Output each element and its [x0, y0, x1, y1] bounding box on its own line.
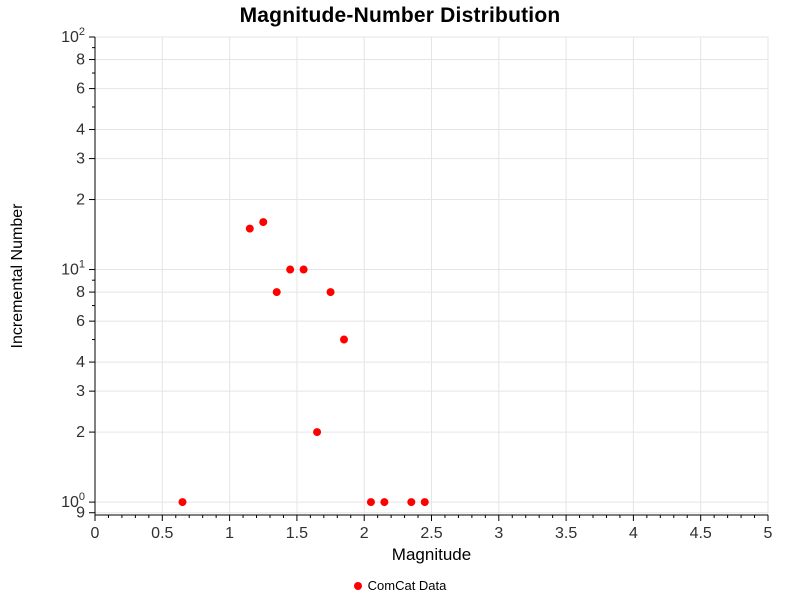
y-tick-label: 4	[76, 122, 85, 139]
data-point	[340, 335, 349, 344]
y-tick-label: 8	[76, 52, 85, 69]
x-tick-label: 4	[629, 525, 638, 542]
y-tick-label: 2	[76, 424, 85, 441]
data-point	[407, 498, 416, 507]
x-tick-label: 1	[225, 525, 234, 542]
chart-title: Magnitude-Number Distribution	[239, 4, 561, 27]
y-tick-label: 6	[76, 313, 85, 330]
x-tick-label: 2	[360, 525, 369, 542]
y-axis-label: Incremental Number	[9, 203, 26, 349]
y-tick-label: 6	[76, 81, 85, 98]
x-tick-label: 1.5	[286, 525, 308, 542]
x-tick-label: 3.5	[555, 525, 577, 542]
y-tick-label: 3	[76, 383, 85, 400]
y-tick-label: 4	[76, 354, 85, 371]
legend-marker-icon	[353, 581, 362, 590]
data-point	[259, 218, 268, 227]
data-point	[366, 498, 375, 507]
data-point	[299, 265, 308, 274]
y-tick-label: 2	[76, 192, 85, 209]
data-point	[245, 224, 254, 233]
y-tick-label: 9	[76, 505, 85, 522]
x-tick-label: 0.5	[151, 525, 173, 542]
data-point	[272, 288, 281, 297]
legend-label: ComCat Data	[367, 578, 447, 593]
y-tick-label: 8	[76, 284, 85, 301]
x-tick-label: 5	[764, 525, 773, 542]
data-point	[286, 265, 295, 274]
y-tick-label: 101	[61, 259, 85, 279]
data-point	[326, 288, 335, 297]
y-tick-label: 100	[61, 491, 85, 511]
legend: ComCat Data	[0, 578, 800, 593]
x-axis-label: Magnitude	[391, 545, 472, 564]
y-tick-label: 102	[61, 26, 85, 46]
data-point	[178, 498, 187, 507]
data-point	[380, 498, 389, 507]
data-point	[420, 498, 429, 507]
x-tick-label: 4.5	[690, 525, 712, 542]
y-tick-label: 3	[76, 151, 85, 168]
x-tick-label: 3	[494, 525, 503, 542]
x-tick-label: 2.5	[420, 525, 442, 542]
data-point	[313, 428, 322, 437]
x-tick-label: 0	[91, 525, 100, 542]
